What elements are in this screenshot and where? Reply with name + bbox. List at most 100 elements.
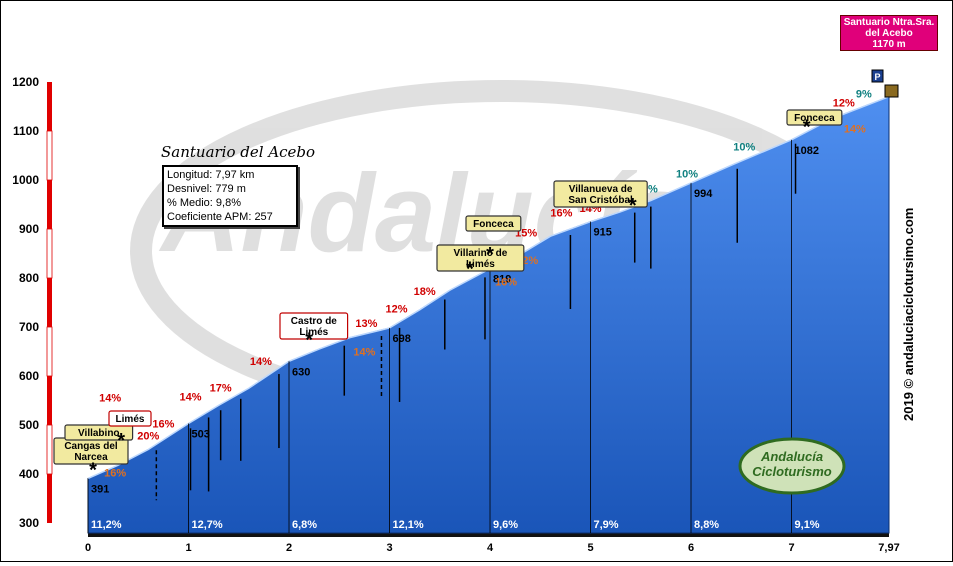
y-tick-label: 1100 bbox=[13, 124, 39, 138]
altitude-scale-segment bbox=[46, 228, 53, 279]
gradient-annotation: 14% bbox=[353, 346, 375, 358]
destination-altitude: 1170 m bbox=[872, 39, 906, 50]
gradient-annotation: 16% bbox=[104, 467, 126, 479]
gradient-annotation: 16% bbox=[495, 276, 517, 288]
y-tick-label: 700 bbox=[19, 320, 39, 334]
cicloturismo-logo bbox=[738, 437, 846, 495]
parking-icon bbox=[871, 69, 884, 83]
y-tick-label: 1000 bbox=[12, 173, 39, 187]
x-tick-label: 3 bbox=[386, 542, 392, 554]
x-tick-label: 1 bbox=[185, 542, 191, 554]
y-tick-label: 600 bbox=[19, 369, 39, 383]
km-elevation-label: 915 bbox=[594, 227, 612, 239]
sanctuary-icon bbox=[884, 84, 899, 98]
segment-gradient-label: 8,8% bbox=[694, 519, 719, 531]
place-label-text: Fonceca bbox=[794, 113, 835, 124]
y-tick-label: 900 bbox=[19, 222, 39, 236]
place-label-text: Villanueva de bbox=[569, 184, 633, 195]
x-tick-label: 6 bbox=[688, 542, 694, 554]
stat-length: Longitud: 7,97 km bbox=[167, 169, 255, 181]
place-label-text: Cangas del bbox=[64, 441, 118, 452]
gradient-annotation: 17% bbox=[210, 383, 232, 395]
destination-name-line-2: del Acebo bbox=[865, 28, 913, 39]
km-elevation-label: 391 bbox=[91, 483, 109, 495]
x-tick-label: 0 bbox=[85, 542, 91, 554]
place-label-box bbox=[465, 215, 522, 232]
place-label-text: Limés bbox=[299, 327, 328, 338]
km-elevation-label: 994 bbox=[694, 188, 713, 200]
gradient-annotation: 14% bbox=[844, 123, 866, 135]
route-title: Santuario del Acebo bbox=[161, 143, 316, 161]
segment-gradient-label: 11,2% bbox=[91, 519, 122, 531]
km-elevation-label: 503 bbox=[192, 429, 210, 441]
y-tick-label: 800 bbox=[19, 271, 39, 285]
gradient-annotation: 12% bbox=[833, 98, 855, 110]
km-elevation-label: 698 bbox=[393, 333, 411, 345]
gradient-annotation: 9% bbox=[856, 89, 872, 101]
place-label-text: Limés bbox=[116, 414, 145, 425]
landmark-asterisk: * bbox=[305, 330, 313, 352]
gradient-annotation: 10% bbox=[733, 142, 755, 154]
gradient-annotation: 14% bbox=[250, 356, 272, 368]
y-tick-label: 300 bbox=[19, 516, 39, 530]
place-label-box bbox=[786, 109, 843, 126]
km-elevation-label: 630 bbox=[292, 366, 310, 378]
place-label-text: Castro de bbox=[291, 316, 338, 327]
landmark-asterisk: * bbox=[117, 430, 125, 452]
elevation-profile-line bbox=[87, 96, 890, 480]
gradient-annotation: 18% bbox=[414, 286, 436, 298]
x-tick-label: 4 bbox=[487, 542, 494, 554]
place-label-text: Villabino bbox=[78, 428, 120, 439]
gradient-annotation: 12% bbox=[386, 303, 408, 315]
place-label-text: Limés bbox=[466, 259, 495, 270]
gradient-annotation: 10% bbox=[676, 169, 698, 181]
landmark-asterisk: * bbox=[89, 459, 97, 481]
stats-box: Longitud: 7,97 km Desnivel: 779 m % Medi… bbox=[162, 165, 298, 227]
gradient-annotation: 14% bbox=[99, 392, 121, 404]
landmark-asterisk: * bbox=[629, 195, 637, 217]
y-tick-label: 500 bbox=[19, 418, 39, 432]
stat-apm-coefficient: Coeficiente APM: 257 bbox=[167, 211, 273, 223]
gradient-annotation: 14% bbox=[179, 392, 201, 404]
place-label-box bbox=[553, 180, 648, 208]
place-label-box bbox=[108, 410, 152, 427]
place-label-text: San Cristóbal bbox=[568, 195, 633, 206]
gradient-annotation: 16% bbox=[152, 418, 174, 430]
km-elevation-label: 819 bbox=[493, 274, 511, 286]
altitude-scale-segment bbox=[46, 326, 53, 377]
place-label-box bbox=[64, 424, 134, 441]
stat-average-gradient: % Medio: 9,8% bbox=[167, 197, 241, 209]
credit-text: 2019 © andaluciaciclotursimo.com bbox=[901, 207, 916, 421]
x-tick-label: 7 bbox=[788, 542, 794, 554]
x-axis-bar bbox=[88, 533, 889, 537]
parking-icon-letter: P bbox=[874, 72, 880, 82]
km-elevation-label: 1082 bbox=[795, 145, 819, 157]
y-tick-label: 400 bbox=[19, 467, 39, 481]
x-tick-label: 7,97 bbox=[878, 542, 899, 554]
segment-gradient-label: 12,1% bbox=[393, 519, 424, 531]
destination-label: Santuario Ntra.Sra. del Acebo 1170 m bbox=[840, 15, 938, 51]
x-tick-label: 2 bbox=[286, 542, 292, 554]
gradient-annotation: 13% bbox=[355, 318, 377, 330]
segment-gradient-label: 9,1% bbox=[795, 519, 820, 531]
place-label-box bbox=[436, 244, 525, 272]
altitude-scale-bar bbox=[47, 82, 52, 523]
gradient-annotation: 16% bbox=[550, 207, 572, 219]
altitude-scale-segment bbox=[46, 424, 53, 475]
place-label-text: Narcea bbox=[74, 452, 108, 463]
segment-gradient-label: 7,9% bbox=[594, 519, 619, 531]
destination-name-line-1: Santuario Ntra.Sra. bbox=[843, 17, 935, 28]
altitude-scale-segment bbox=[46, 130, 53, 181]
logo-text-1: Andalucía bbox=[760, 449, 823, 464]
landmark-asterisk: * bbox=[803, 116, 811, 138]
landmark-asterisk: * bbox=[486, 244, 494, 266]
landmark-asterisk: * bbox=[466, 259, 474, 281]
x-tick-label: 5 bbox=[587, 542, 593, 554]
place-label-text: Fonceca bbox=[473, 219, 514, 230]
segment-gradient-label: 6,8% bbox=[292, 519, 317, 531]
segment-gradient-label: 9,6% bbox=[493, 519, 518, 531]
logo-text-2: Cicloturismo bbox=[752, 464, 832, 479]
place-label-text: Villarino de bbox=[454, 248, 508, 259]
